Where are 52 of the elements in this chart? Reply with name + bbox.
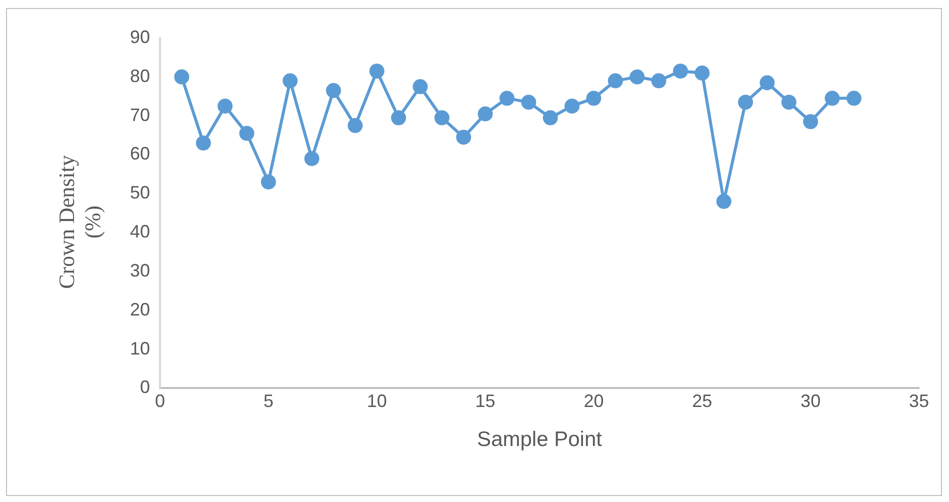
point bbox=[218, 98, 233, 114]
point bbox=[196, 136, 211, 151]
y-tick-label: 0 bbox=[140, 377, 150, 398]
x-tick-label: 20 bbox=[584, 390, 604, 411]
y-axis-title: Crown Density (%) bbox=[54, 154, 106, 291]
point bbox=[542, 110, 558, 126]
point bbox=[738, 94, 754, 110]
y-tick-label: 40 bbox=[130, 222, 150, 242]
point bbox=[781, 94, 796, 110]
x-tick-label: 25 bbox=[692, 390, 712, 411]
point bbox=[282, 73, 298, 88]
point bbox=[651, 73, 666, 88]
point bbox=[521, 94, 536, 110]
x-tick-label: 0 bbox=[155, 390, 166, 411]
point bbox=[608, 73, 623, 88]
x-tick-label: 10 bbox=[366, 390, 387, 411]
x-tick-label: 35 bbox=[908, 390, 930, 411]
y-tick-label: 80 bbox=[130, 66, 150, 86]
point bbox=[846, 90, 862, 106]
point bbox=[586, 90, 602, 106]
y-tick-label: 50 bbox=[130, 182, 150, 203]
y-tick-label: 20 bbox=[130, 299, 150, 320]
point bbox=[304, 151, 320, 166]
x-tick-label: 30 bbox=[800, 390, 821, 411]
point bbox=[630, 69, 645, 84]
point bbox=[174, 69, 190, 84]
x-tick-label: 5 bbox=[263, 390, 274, 411]
x-axis-title: Sample Point bbox=[477, 428, 602, 452]
point bbox=[803, 114, 818, 130]
y-tick-label: 60 bbox=[130, 144, 150, 164]
point bbox=[694, 66, 710, 81]
point bbox=[564, 98, 580, 114]
point bbox=[369, 64, 384, 79]
point bbox=[434, 110, 450, 126]
point bbox=[478, 106, 493, 122]
point bbox=[716, 194, 732, 209]
point bbox=[499, 90, 514, 106]
y-tick-label: 70 bbox=[130, 104, 150, 125]
point bbox=[326, 83, 342, 98]
y-tick-label: 90 bbox=[130, 26, 150, 47]
point bbox=[456, 130, 472, 145]
point bbox=[412, 79, 428, 94]
y-tick-label: 10 bbox=[130, 338, 150, 358]
x-tick-label: 15 bbox=[475, 390, 496, 411]
point bbox=[391, 110, 406, 126]
point bbox=[672, 64, 688, 79]
point bbox=[824, 90, 840, 106]
point bbox=[348, 118, 363, 134]
point bbox=[239, 126, 254, 141]
y-tick-label: 30 bbox=[130, 260, 150, 280]
point bbox=[760, 75, 775, 90]
point bbox=[260, 174, 276, 190]
